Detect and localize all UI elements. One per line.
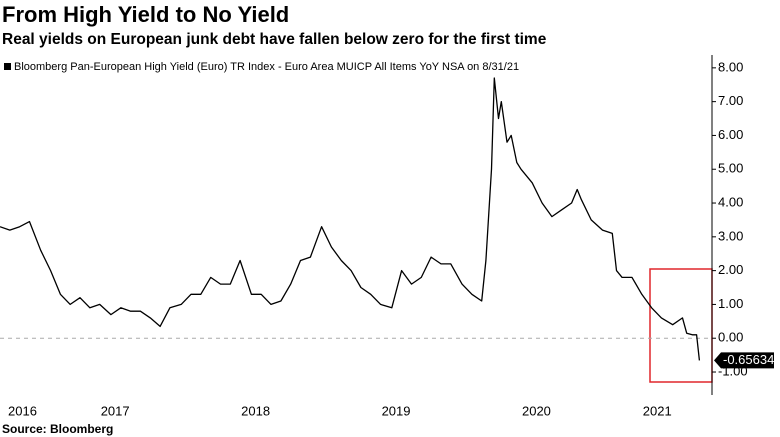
x-tick-label: 2018 (241, 403, 270, 418)
source: Source: Bloomberg (2, 422, 113, 436)
y-tick-label: 2.00 (718, 262, 743, 277)
highlight-box (649, 268, 713, 383)
y-tick-label: 4.00 (718, 194, 743, 209)
last-value-box (714, 352, 774, 369)
x-tick-label: 2021 (643, 403, 672, 418)
last-value-label: -0.65634 (723, 352, 774, 367)
y-tick-label: 8.00 (718, 59, 743, 74)
y-tick-label: 0.00 (718, 330, 743, 345)
x-tick-label: 2016 (8, 403, 37, 418)
chart-title: From High Yield to No Yield (2, 2, 289, 27)
y-tick-label: 1.00 (718, 296, 743, 311)
y-tick-label: 7.00 (718, 93, 743, 108)
legend-bg (2, 58, 580, 76)
y-tick-label: 6.00 (718, 127, 743, 142)
x-tick-label: 2017 (101, 403, 130, 418)
x-tick-label: 2019 (382, 403, 411, 418)
legend-swatch (4, 63, 11, 70)
legend-label: Bloomberg Pan-European High Yield (Euro)… (14, 61, 519, 73)
line (0, 77, 701, 361)
x-tick-label: 2020 (522, 403, 551, 418)
y-tick-label: 3.00 (718, 228, 743, 243)
y-tick-label: 5.00 (718, 161, 743, 176)
chart-subtitle: Real yields on European junk debt have f… (2, 31, 547, 48)
